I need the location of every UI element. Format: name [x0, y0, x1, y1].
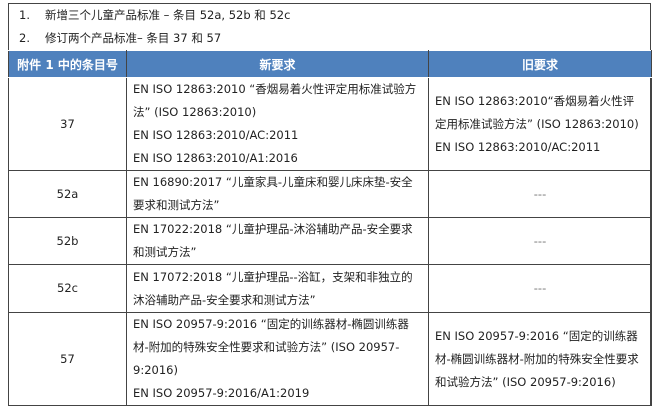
- standard-line: EN ISO 12863:2010/AC:2011: [133, 128, 299, 142]
- standard-line: EN ISO 20957-9:2016 “固定的训练器材-椭圆训练器材-附加的特…: [133, 317, 409, 377]
- new-requirement: EN 17022:2018 “儿童护理品-沐浴辅助产品-安全要求和测试方法”: [126, 217, 429, 265]
- header-new: 新要求: [126, 50, 429, 78]
- table-header: 附件 1 中的条目号 新要求 旧要求: [8, 50, 652, 78]
- table-row: 57 EN ISO 20957-9:2016 “固定的训练器材-椭圆训练器材-附加…: [8, 312, 652, 406]
- standard-line: ---: [533, 233, 547, 248]
- standard-line: ---: [533, 186, 547, 201]
- new-requirement: EN 16890:2017 “儿童家具-儿童床和婴儿床床垫-安全要求和测试方法”: [126, 170, 429, 218]
- old-requirement: EN ISO 20957-9:2016 “固定的训练器材-椭圆训练器材-附加的特…: [428, 312, 652, 406]
- item-number: 52a: [8, 170, 127, 218]
- standard-line: EN ISO 12863:2010“香烟易着火性评定用标准试验方法” (ISO …: [435, 93, 639, 131]
- standard-line: EN 17072:2018 “儿童护理品--浴缸，支架和非独立的沐浴辅助产品-安…: [133, 269, 413, 307]
- standards-table: 附件 1 中的条目号 新要求 旧要求 37 EN ISO 12863:2010 “…: [8, 50, 652, 406]
- old-requirement: ---: [428, 217, 652, 265]
- item-number: 37: [8, 77, 127, 171]
- new-requirement: EN ISO 12863:2010 “香烟易着火性评定用标准试验方法” (ISO…: [126, 77, 429, 171]
- table-row: 37 EN ISO 12863:2010 “香烟易着火性评定用标准试验方法” (I…: [8, 77, 652, 171]
- item-number: 52b: [8, 217, 127, 265]
- standard-line: EN 17022:2018 “儿童护理品-沐浴辅助产品-安全要求和测试方法”: [133, 222, 413, 259]
- new-requirement: EN 17072:2018 “儿童护理品--浴缸，支架和非独立的沐浴辅助产品-安…: [126, 264, 429, 313]
- old-requirement: EN ISO 12863:2010“香烟易着火性评定用标准试验方法” (ISO …: [428, 77, 652, 171]
- old-requirement: ---: [428, 264, 652, 313]
- header-old: 旧要求: [428, 50, 652, 78]
- standard-line: EN ISO 12863:2010 “香烟易着火性评定用标准试验方法” (ISO…: [133, 82, 417, 119]
- old-requirement: ---: [428, 170, 652, 218]
- document: 1. 新增三个儿童产品标准 – 条目 52a, 52b 和 52c 2. 修订两个产…: [8, 3, 652, 406]
- standard-line: EN 16890:2017 “儿童家具-儿童床和婴儿床床垫-安全要求和测试方法”: [133, 175, 413, 212]
- new-requirement: EN ISO 20957-9:2016 “固定的训练器材-椭圆训练器材-附加的特…: [126, 312, 429, 406]
- intro-item: 2. 修订两个产品标准– 条目 37 和 57: [19, 31, 222, 45]
- table-row: 52c EN 17072:2018 “儿童护理品--浴缸，支架和非独立的沐浴辅助产…: [8, 264, 652, 313]
- table-row: 52a EN 16890:2017 “儿童家具-儿童床和婴儿床床垫-安全要求和测试…: [8, 170, 652, 218]
- standard-line: EN ISO 12863:2010/A1:2016: [133, 151, 298, 165]
- standard-line: EN ISO 20957-9:2016 “固定的训练器材-椭圆训练器材-附加的特…: [435, 328, 639, 389]
- intro-item: 1. 新增三个儿童产品标准 – 条目 52a, 52b 和 52c: [19, 8, 291, 22]
- header-item: 附件 1 中的条目号: [8, 50, 127, 78]
- standard-line: EN ISO 12863:2010/AC:2011: [435, 139, 601, 154]
- standard-line: EN ISO 20957-9:2016/A1:2019: [133, 386, 310, 400]
- item-number: 52c: [8, 264, 127, 313]
- table-row: 52b EN 17022:2018 “儿童护理品-沐浴辅助产品-安全要求和测试方法…: [8, 217, 652, 265]
- item-number: 57: [8, 312, 127, 406]
- standard-line: ---: [533, 281, 547, 295]
- intro-list: 1. 新增三个儿童产品标准 – 条目 52a, 52b 和 52c 2. 修订两个产…: [9, 4, 650, 50]
